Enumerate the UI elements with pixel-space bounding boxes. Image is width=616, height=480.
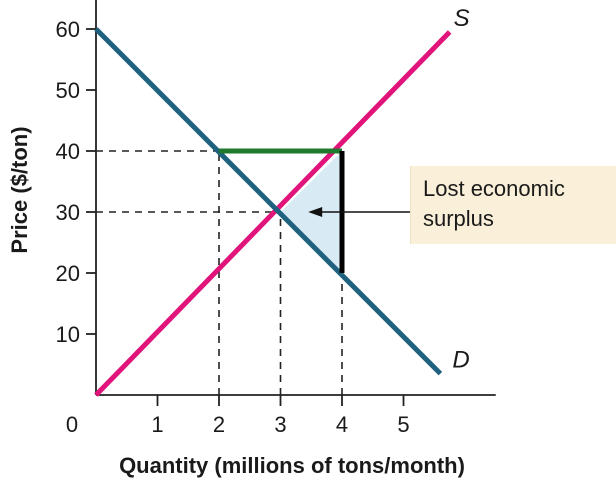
- y-tick-label-10: 10: [56, 322, 80, 347]
- annotation-arrow: [308, 207, 410, 217]
- annotation-arrow-head: [308, 207, 323, 217]
- y-axis-title: Price ($/ton): [7, 126, 32, 253]
- y-tick-label-30: 30: [56, 200, 80, 225]
- y-tick-label-60: 60: [56, 17, 80, 42]
- series-label-s: S: [454, 5, 470, 32]
- x-tick-label-5: 5: [397, 412, 409, 437]
- x-tick-label-1: 1: [151, 412, 163, 437]
- x-tick-label-4: 4: [336, 412, 348, 437]
- x-tick-label-0: 0: [66, 412, 78, 437]
- x-axis-title: Quantity (millions of tons/month): [119, 453, 465, 478]
- callout-line-1: Lost economic: [423, 176, 565, 201]
- y-tick-label-50: 50: [56, 78, 80, 103]
- x-tick-label-2: 2: [213, 412, 225, 437]
- axes: [86, 0, 496, 406]
- tick-labels: 10 20 30 40 50 60 0 1 2 3 4 5: [56, 17, 410, 437]
- dashed-guides: [96, 150, 343, 395]
- series-line-d: [94, 27, 443, 376]
- series-label-d: D: [452, 347, 469, 374]
- lost-surplus-callout: Lost economic surplus: [410, 166, 616, 244]
- x-tick-label-3: 3: [274, 412, 286, 437]
- callout-line-2: surplus: [423, 206, 494, 231]
- y-tick-label-40: 40: [56, 139, 80, 164]
- series-line-s: [94, 30, 452, 397]
- y-tick-label-20: 20: [56, 261, 80, 286]
